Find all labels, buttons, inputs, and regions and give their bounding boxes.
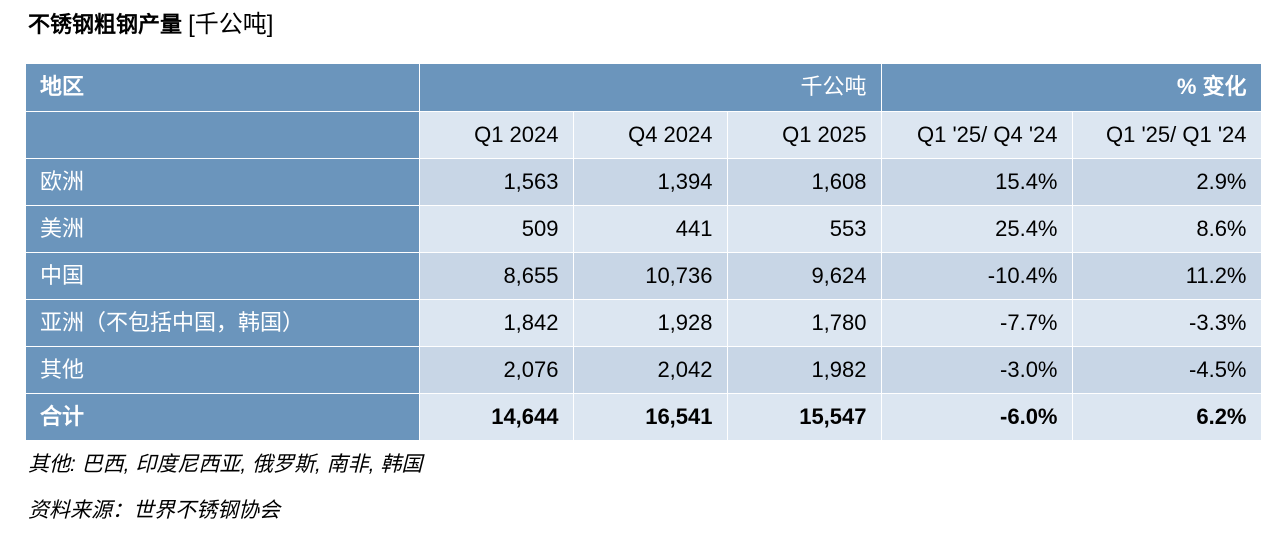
- col-q1-2024: Q1 2024: [419, 111, 574, 159]
- cell-chg-q1: 8.6%: [1072, 205, 1262, 253]
- header-unit: 千公吨: [419, 64, 882, 112]
- header-blank: [26, 111, 420, 159]
- cell-chg-q4: -3.0%: [881, 346, 1073, 394]
- row-region: 亚洲（不包括中国，韩国）: [26, 299, 420, 347]
- cell-chg-q1: 2.9%: [1072, 158, 1262, 206]
- title-unit: [千公吨]: [188, 11, 274, 38]
- table-row: 亚洲（不包括中国，韩国） 1,842 1,928 1,780 -7.7% -3.…: [26, 299, 1262, 347]
- footnote-other: 其他: 巴西, 印度尼西亚, 俄罗斯, 南非, 韩国: [28, 453, 423, 476]
- cell-q1-2025: 553: [727, 205, 882, 253]
- cell-chg-q1: 11.2%: [1072, 252, 1262, 300]
- total-row: 合计 14,644 16,541 15,547 -6.0% 6.2%: [26, 393, 1262, 440]
- cell-q1-2024: 509: [419, 205, 574, 253]
- table-row: 中国 8,655 10,736 9,624 -10.4% 11.2%: [26, 252, 1262, 300]
- table-row: 美洲 509 441 553 25.4% 8.6%: [26, 205, 1262, 253]
- row-region: 中国: [26, 252, 420, 300]
- cell-q1-2024: 1,563: [419, 158, 574, 206]
- cell-q4-2024: 441: [573, 205, 728, 253]
- title-text: 不锈钢粗钢产量: [28, 12, 183, 37]
- total-chg-q1: 6.2%: [1072, 393, 1262, 440]
- header-region: 地区: [26, 64, 420, 112]
- total-q1-2024: 14,644: [419, 393, 574, 440]
- col-q4-2024: Q4 2024: [573, 111, 728, 159]
- cell-q1-2025: 1,608: [727, 158, 882, 206]
- table-row: 其他 2,076 2,042 1,982 -3.0% -4.5%: [26, 346, 1262, 394]
- col-chg-q4: Q1 '25/ Q4 '24: [881, 111, 1073, 159]
- col-q1-2025: Q1 2025: [727, 111, 882, 159]
- col-chg-q1: Q1 '25/ Q1 '24: [1072, 111, 1262, 159]
- cell-q4-2024: 1,928: [573, 299, 728, 347]
- cell-q1-2025: 1,982: [727, 346, 882, 394]
- total-q1-2025: 15,547: [727, 393, 882, 440]
- total-q4-2024: 16,541: [573, 393, 728, 440]
- row-region: 其他: [26, 346, 420, 394]
- total-chg-q4: -6.0%: [881, 393, 1073, 440]
- cell-chg-q4: 15.4%: [881, 158, 1073, 206]
- cell-q1-2024: 2,076: [419, 346, 574, 394]
- row-region: 欧洲: [26, 158, 420, 206]
- footnote-source: 资料来源：世界不锈钢协会: [28, 499, 280, 522]
- header-row-columns: Q1 2024 Q4 2024 Q1 2025 Q1 '25/ Q4 '24 Q…: [26, 111, 1262, 159]
- cell-q1-2025: 1,780: [727, 299, 882, 347]
- cell-q1-2024: 1,842: [419, 299, 574, 347]
- row-region-total: 合计: [26, 393, 420, 440]
- cell-chg-q4: -7.7%: [881, 299, 1073, 347]
- header-row-top: 地区 千公吨 % 变化: [26, 64, 1262, 112]
- cell-chg-q1: -3.3%: [1072, 299, 1262, 347]
- header-change: % 变化: [881, 64, 1262, 112]
- row-region: 美洲: [26, 205, 420, 253]
- production-table: 地区 千公吨 % 变化 Q1 2024 Q4 2024 Q1 2025 Q1 '…: [26, 64, 1262, 440]
- cell-chg-q4: -10.4%: [881, 252, 1073, 300]
- cell-q4-2024: 10,736: [573, 252, 728, 300]
- cell-q1-2025: 9,624: [727, 252, 882, 300]
- cell-q4-2024: 1,394: [573, 158, 728, 206]
- table-row: 欧洲 1,563 1,394 1,608 15.4% 2.9%: [26, 158, 1262, 206]
- cell-chg-q4: 25.4%: [881, 205, 1073, 253]
- table-title: 不锈钢粗钢产量 [千公吨]: [28, 8, 273, 42]
- cell-q1-2024: 8,655: [419, 252, 574, 300]
- cell-q4-2024: 2,042: [573, 346, 728, 394]
- cell-chg-q1: -4.5%: [1072, 346, 1262, 394]
